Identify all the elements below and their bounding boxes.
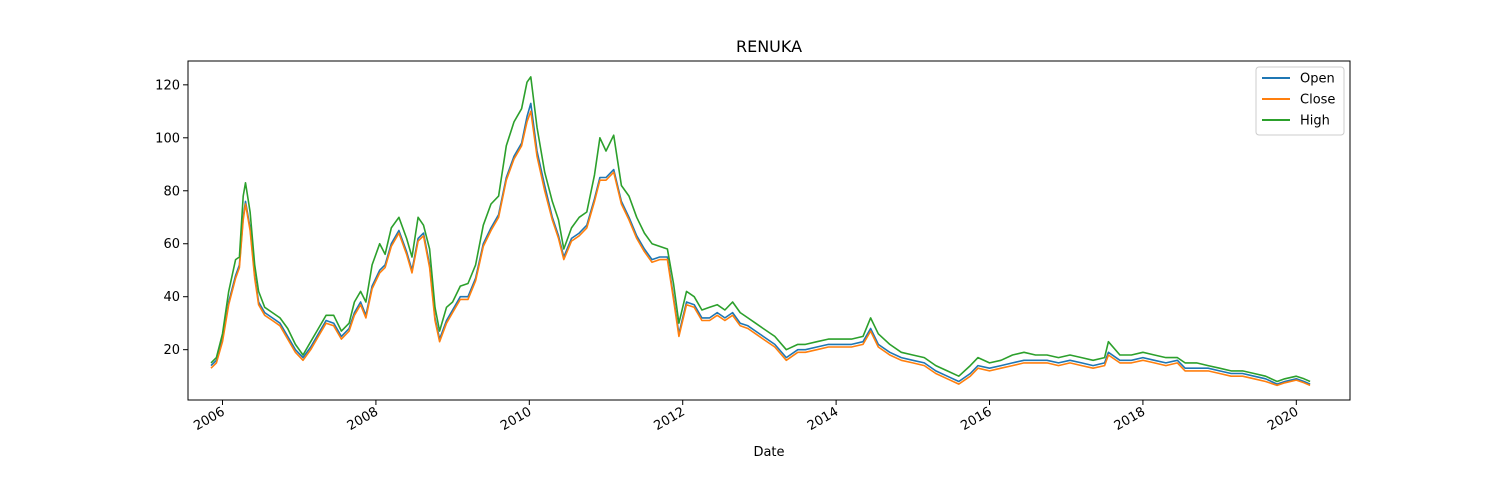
x-tick-label: 2012 (652, 404, 688, 434)
legend-box (1255, 66, 1345, 136)
series-line-high (210, 76, 1311, 383)
y-tick-label: 20 (163, 343, 180, 358)
x-tick-label: 2018 (1112, 404, 1148, 434)
y-tick-label: 120 (155, 78, 180, 93)
x-axis-label: Date (753, 445, 784, 460)
y-axis: 20 40 60 80 100 120 (155, 78, 188, 358)
y-tick-label: 80 (163, 184, 180, 199)
chart-title: RENUKA (736, 37, 802, 56)
legend-label-open: Open (1300, 72, 1335, 87)
series-layer (210, 76, 1311, 387)
y-tick-label: 60 (163, 237, 180, 252)
x-tick-label: 2006 (191, 404, 227, 434)
plot-frame (187, 60, 1351, 401)
legend-label-close: Close (1300, 93, 1335, 108)
y-tick-label: 40 (163, 290, 180, 305)
x-tick-label: 2008 (345, 404, 381, 434)
x-tick-label: 2020 (1265, 404, 1301, 434)
legend-label-high: High (1300, 114, 1330, 129)
legend: Open Close High (1255, 66, 1345, 136)
y-tick-label: 100 (155, 131, 180, 146)
x-tick-label: 2014 (805, 404, 841, 434)
x-tick-label: 2016 (958, 404, 994, 434)
x-axis: 2006 2008 2010 2012 2014 2016 2018 2020 (191, 400, 1301, 434)
series-line-open (210, 102, 1311, 385)
series-line-close (210, 110, 1311, 387)
x-tick-label: 2010 (498, 404, 534, 434)
